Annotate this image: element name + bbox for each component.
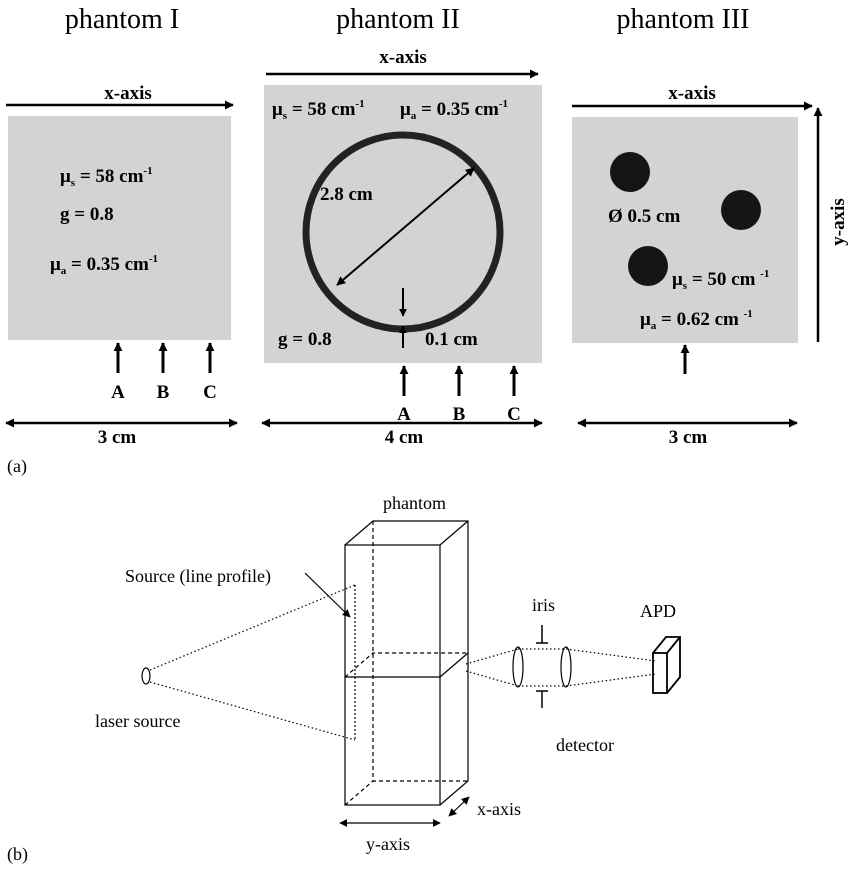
- phantom-3-mu-a: μa = 0.62 cm -1: [640, 308, 753, 332]
- phantom-1-g: g = 0.8: [60, 204, 114, 225]
- x-axis-label: x-axis: [477, 799, 521, 819]
- detect-beam-2: [465, 670, 519, 687]
- mid-plane-hidden: [344, 652, 468, 678]
- laser-source-icon: [141, 667, 151, 685]
- phantom-1-point-b: B: [157, 382, 170, 403]
- phantom-3: phantom III x-axis y-axis Ø 0.5 cm μs = …: [572, 4, 849, 448]
- phantom-1-point-c: C: [203, 382, 217, 403]
- phantom-3-diameter-label: Ø 0.5 cm: [608, 206, 680, 227]
- laser-beam-lower: [149, 681, 356, 741]
- phantom-1-block: [8, 116, 231, 340]
- phantom-2: phantom II x-axis μs = 58 cm-1 μa = 0.35…: [261, 4, 543, 448]
- source-line-label: Source (line profile): [125, 566, 271, 587]
- phantom-1-mu-s: μs = 58 cm-1: [60, 165, 153, 189]
- detect-beam-6: [565, 673, 657, 687]
- phantom-2-diameter-arrow: [336, 167, 475, 286]
- phantom-box-hidden-edges: [372, 521, 468, 782]
- phantom-3-x-axis-label: x-axis: [668, 83, 716, 104]
- apd-edge: [666, 636, 681, 654]
- laser-source-label: laser source: [95, 711, 180, 731]
- panel-b-label: (b): [7, 844, 28, 865]
- phantom-2-g: g = 0.8: [278, 329, 332, 350]
- lens-1-icon: [512, 646, 524, 688]
- phantom-box-front: [344, 544, 441, 806]
- panel-a-label: (a): [7, 456, 27, 477]
- phantom-1-width-label: 3 cm: [98, 427, 137, 448]
- phantom-1-x-axis-label: x-axis: [104, 83, 152, 104]
- mid-plane-right: [439, 652, 469, 678]
- phantom-1: phantom I x-axis μs = 58 cm-1 g = 0.8 μa…: [5, 4, 238, 448]
- phantom-box-hidden-edge-2: [344, 780, 374, 806]
- phantom-box-top-right: [344, 520, 469, 806]
- source-pointer-arrow: [304, 572, 351, 618]
- y-axis-label: y-axis: [366, 834, 410, 854]
- phantom-3-inclusion-2: [721, 190, 761, 230]
- iris-label: iris: [532, 595, 555, 615]
- phantom-3-title: phantom III: [617, 4, 750, 35]
- phantom-3-mu-s: μs = 50 cm -1: [672, 268, 769, 292]
- phantom-1-title: phantom I: [65, 4, 179, 35]
- phantom-2-mu-a: μa = 0.35 cm-1: [400, 98, 508, 122]
- phantom-1-mu-a: μa = 0.35 cm-1: [50, 253, 158, 277]
- apd-label: APD: [640, 601, 676, 621]
- phantom-2-diameter-label: 2.8 cm: [320, 184, 373, 205]
- phantom-2-width-label: 4 cm: [385, 427, 424, 448]
- phantom-2-title: phantom II: [336, 4, 460, 35]
- detector-label: detector: [556, 735, 614, 755]
- phantom-1-point-a: A: [111, 382, 125, 403]
- phantom-2-thickness-label: 0.1 cm: [425, 329, 478, 350]
- phantom-3-y-axis-label: y-axis: [828, 198, 849, 246]
- setup-diagram: [141, 520, 681, 827]
- apd-icon: [652, 636, 681, 694]
- phantom-box-edge: [439, 520, 469, 546]
- x-axis-arrow: [448, 796, 470, 817]
- detect-beam-5: [565, 648, 657, 662]
- phantom-3-block: [572, 117, 798, 343]
- phantom-2-mu-s: μs = 58 cm-1: [272, 98, 365, 122]
- phantom-label: phantom: [383, 493, 446, 513]
- detect-beam-1: [465, 648, 519, 665]
- lens-2-icon: [560, 646, 572, 688]
- phantom-3-width-label: 3 cm: [669, 427, 708, 448]
- apd-front-face: [652, 652, 668, 694]
- phantom-2-x-axis-label: x-axis: [379, 47, 427, 68]
- phantom-3-inclusion-1: [610, 152, 650, 192]
- phantom-3-inclusion-3: [628, 246, 668, 286]
- laser-beam-upper: [149, 584, 356, 671]
